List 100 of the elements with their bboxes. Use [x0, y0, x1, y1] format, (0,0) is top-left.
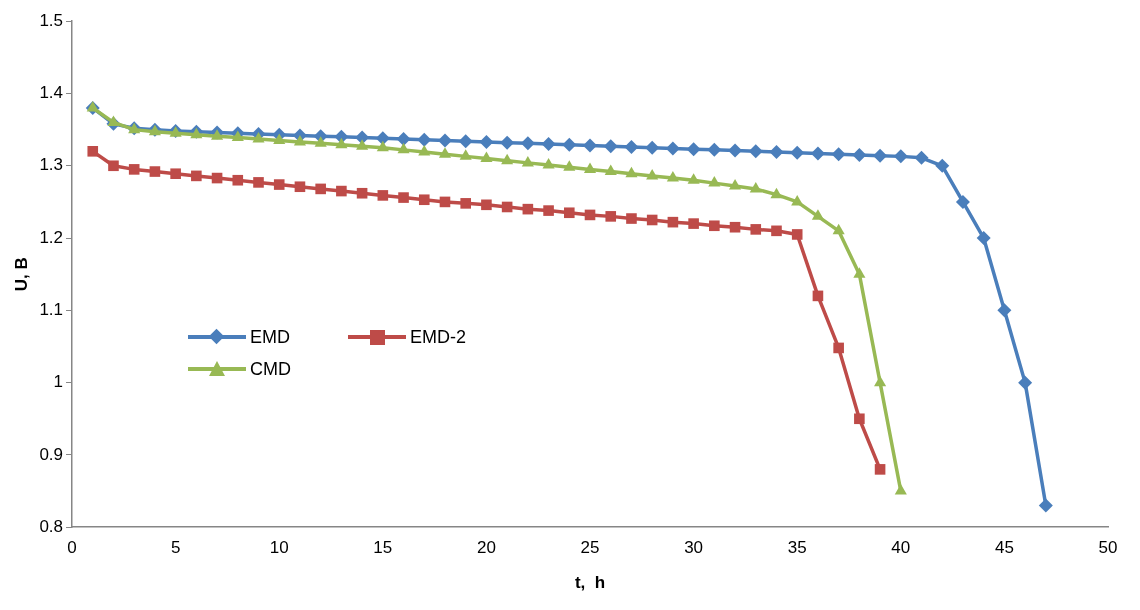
point: [500, 135, 515, 150]
point: [438, 147, 452, 158]
point: [771, 225, 782, 237]
point: [521, 155, 534, 167]
point: [170, 168, 181, 180]
x-tick-label: 0: [67, 538, 77, 558]
point: [128, 164, 140, 175]
point: [645, 140, 660, 155]
x-tick-label: 45: [994, 538, 1014, 558]
point: [481, 199, 492, 211]
point: [335, 137, 348, 149]
point: [294, 181, 306, 193]
point: [604, 164, 617, 176]
point: [418, 194, 430, 206]
point: [108, 160, 119, 172]
point: [542, 158, 555, 169]
x-tick-label: 10: [269, 538, 289, 558]
point: [458, 134, 473, 149]
point: [625, 166, 638, 178]
y-tick-label: 1.3: [39, 155, 64, 175]
point: [605, 211, 617, 222]
point: [541, 137, 556, 152]
point: [107, 115, 120, 126]
x-tick-label: 50: [1098, 538, 1118, 558]
point: [707, 142, 722, 157]
point: [646, 168, 659, 180]
point: [398, 192, 409, 203]
point: [791, 194, 804, 206]
point: [935, 158, 950, 173]
point: [437, 133, 452, 148]
point: [874, 375, 887, 387]
y-tick-label: 1.4: [39, 83, 64, 103]
point: [563, 160, 576, 171]
point: [396, 132, 411, 147]
x-tick-label: 40: [891, 538, 911, 558]
point: [770, 187, 783, 199]
point: [688, 218, 699, 229]
point: [873, 148, 888, 163]
point: [480, 151, 493, 163]
x-tick-label: 5: [170, 538, 181, 558]
point: [686, 142, 701, 157]
y-tick-label: 1.2: [39, 227, 64, 247]
point: [893, 149, 908, 164]
legend-label: EMD: [250, 326, 290, 348]
point: [375, 131, 390, 146]
point: [397, 142, 410, 154]
point: [191, 170, 202, 182]
point: [543, 205, 554, 216]
point: [832, 223, 845, 235]
point: [314, 136, 327, 147]
point: [315, 183, 326, 195]
point: [853, 267, 866, 278]
point: [791, 229, 803, 240]
point: [252, 132, 265, 143]
x-tick-label: 30: [684, 538, 704, 558]
point: [728, 143, 743, 158]
point: [563, 207, 575, 219]
y-tick-label: 1.1: [39, 300, 64, 320]
legend-label: CMD: [250, 358, 291, 380]
point: [501, 153, 514, 165]
point: [1018, 375, 1033, 390]
y-axis-title: U, B: [11, 257, 31, 292]
point: [997, 303, 1012, 318]
point: [273, 133, 286, 144]
point: [603, 139, 618, 154]
point: [976, 231, 991, 246]
point: [336, 185, 347, 197]
point: [149, 166, 161, 177]
point: [479, 134, 494, 149]
point: [87, 146, 99, 157]
point: [273, 179, 285, 190]
point: [583, 162, 597, 173]
point: [293, 134, 307, 146]
point: [562, 137, 577, 152]
point: [1038, 498, 1053, 513]
point: [874, 464, 886, 475]
x-tick-label: 35: [787, 538, 807, 558]
point: [377, 190, 389, 201]
point: [833, 342, 844, 354]
point: [748, 144, 763, 159]
point: [769, 145, 784, 160]
point: [687, 173, 700, 184]
point: [728, 179, 742, 190]
point: [356, 187, 368, 199]
point: [914, 150, 929, 165]
point: [854, 413, 865, 425]
y-tick-label: 0.9: [39, 444, 64, 464]
point: [232, 174, 244, 186]
point: [459, 149, 472, 160]
point: [583, 138, 598, 153]
point: [750, 224, 762, 235]
point: [955, 194, 970, 209]
x-tick-label: 25: [580, 538, 600, 558]
point: [624, 139, 639, 154]
y-tick-label: 1: [53, 372, 64, 392]
point: [376, 140, 389, 152]
x-tick-label: 15: [373, 538, 393, 558]
point: [626, 213, 637, 224]
point: [810, 146, 825, 161]
point: [729, 221, 741, 233]
